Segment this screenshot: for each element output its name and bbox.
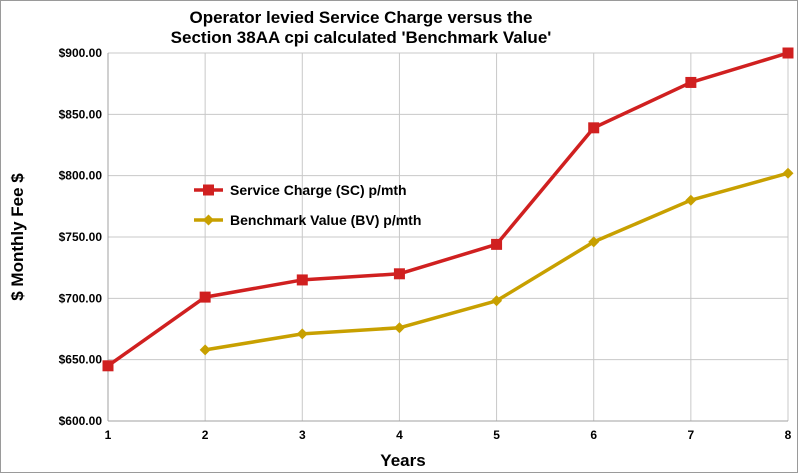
legend-item-1: Service Charge (SC) p/mth (194, 182, 407, 198)
y-tick-label: $700.00 (59, 291, 103, 305)
data-point (685, 76, 697, 88)
x-tick-label: 7 (688, 428, 695, 442)
data-point (393, 268, 405, 280)
y-tick-label: $750.00 (59, 230, 103, 244)
y-tick-label: $600.00 (59, 414, 103, 428)
x-tick-label: 4 (396, 428, 403, 442)
data-point (588, 122, 600, 134)
series-line (106, 51, 789, 368)
axes (107, 53, 788, 422)
legend-swatch-marker (203, 184, 214, 196)
x-tick-label: 2 (202, 428, 209, 442)
x-tick-label: 6 (590, 428, 597, 442)
chart-title-line-1: Operator levied Service Charge versus th… (190, 8, 533, 27)
y-tick-labels: $600.00 $650.00 $700.00 $750.00 $800.00 $850.… (59, 46, 103, 428)
data-point (199, 291, 211, 303)
legend-label: Benchmark Value (BV) p/mth (230, 212, 421, 228)
chart-title: Operator levied Service Charge versus th… (171, 8, 552, 47)
series-2 (199, 167, 794, 356)
x-tick-labels: 1 2 3 4 5 6 7 8 (105, 428, 792, 442)
x-axis-title: Years (380, 451, 425, 470)
data-point (199, 344, 211, 356)
gridlines (107, 52, 789, 422)
data-point (393, 322, 405, 334)
series-lines (102, 47, 794, 372)
data-point (296, 328, 308, 340)
legend-label: Service Charge (SC) p/mth (230, 182, 407, 198)
data-point (782, 167, 794, 179)
y-tick-label: $900.00 (59, 46, 103, 60)
data-point (782, 47, 794, 59)
x-tick-label: 5 (493, 428, 500, 442)
x-tick-label: 3 (299, 428, 306, 442)
legend-item-2: Benchmark Value (BV) p/mth (194, 212, 421, 228)
data-point (491, 238, 503, 250)
x-tick-label: 1 (105, 428, 112, 442)
y-axis-title: $ Monthly Fee $ (8, 173, 27, 301)
legend: Service Charge (SC) p/mth Benchmark Value… (194, 182, 421, 228)
data-point (102, 360, 114, 372)
data-point (685, 194, 697, 206)
data-point (491, 295, 503, 307)
y-tick-label: $800.00 (59, 169, 103, 183)
data-point (296, 274, 308, 286)
chart-title-line-2: Section 38AA cpi calculated 'Benchmark V… (171, 28, 552, 47)
y-tick-label: $850.00 (59, 107, 103, 121)
x-tick-label: 8 (785, 428, 792, 442)
legend-swatch-marker (203, 214, 214, 226)
series-1 (102, 47, 794, 372)
y-tick-label: $650.00 (59, 353, 103, 367)
data-point (588, 236, 600, 248)
